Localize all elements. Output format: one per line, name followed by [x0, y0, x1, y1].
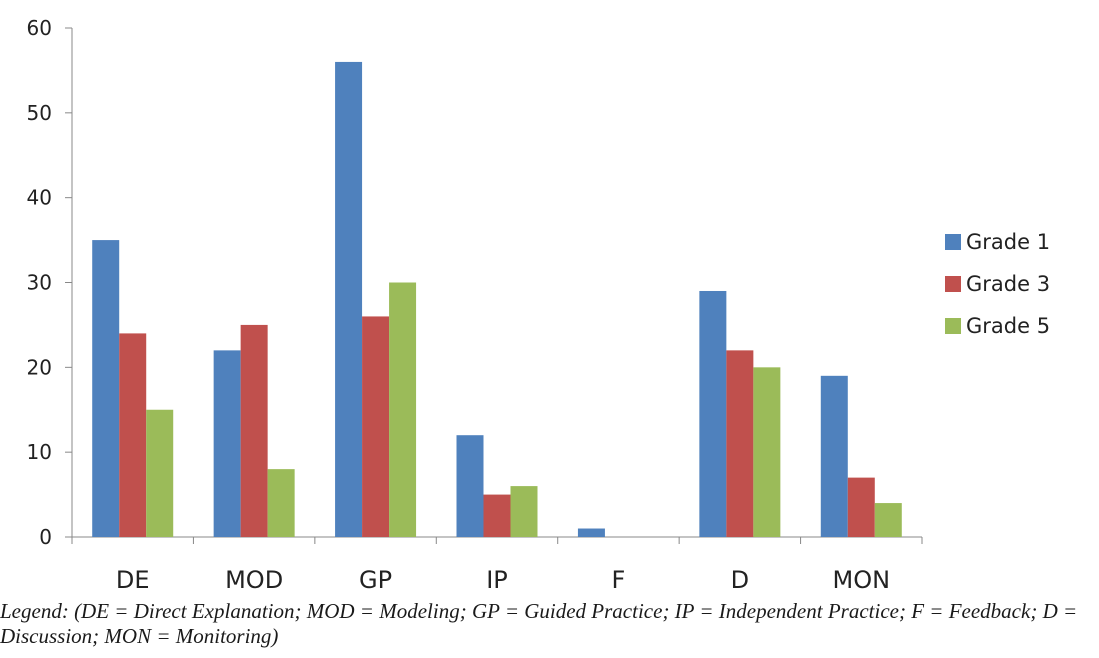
- legend-label-grade-5: Grade 5: [966, 314, 1050, 338]
- bar-grade-3-d: [726, 350, 754, 537]
- x-category-label: IP: [486, 566, 508, 594]
- bar-grade-3-ip: [483, 494, 511, 537]
- x-category-label: MON: [833, 566, 891, 594]
- bar-grade-1-de: [92, 240, 120, 538]
- bar-grade-1-mod: [213, 350, 241, 537]
- bar-grade-5-gp: [389, 282, 417, 537]
- x-category-label: MOD: [225, 566, 283, 594]
- x-category-label: DE: [116, 566, 150, 594]
- bar-grade-3-mod: [240, 324, 268, 537]
- legend-caption: Legend: (DE = Direct Explanation; MOD = …: [0, 599, 1078, 648]
- bar-grade-3-de: [119, 333, 147, 537]
- y-tick-label: 20: [27, 355, 52, 379]
- y-tick-label: 30: [27, 271, 52, 295]
- x-category-label: GP: [359, 566, 392, 594]
- legend-label-grade-1: Grade 1: [966, 230, 1050, 254]
- y-tick-label: 0: [39, 525, 52, 549]
- bar-grade-3-mon: [847, 477, 875, 537]
- bar-grade-1-ip: [456, 435, 484, 537]
- bar-grade-1-d: [699, 290, 727, 537]
- legend-swatch-grade-3: [945, 276, 961, 292]
- bar-grade-5-mon: [874, 503, 902, 537]
- x-category-label: F: [612, 566, 626, 594]
- bar-grade-1-f: [577, 528, 605, 537]
- y-tick-label: 40: [27, 186, 52, 210]
- bar-grade-1-mon: [820, 375, 848, 537]
- y-tick-label: 60: [27, 16, 52, 40]
- legend-swatch-grade-1: [945, 234, 961, 250]
- y-tick-label: 10: [27, 440, 52, 464]
- bar-grade-1-gp: [335, 61, 363, 537]
- bar-chart: 0 10 20 30 40 50 60 DE MOD GP IP F D MON Grade 1 Grade …: [27, 16, 1051, 594]
- y-tick-label: 50: [27, 101, 52, 125]
- bar-grade-3-gp: [362, 316, 390, 537]
- x-category-label: D: [731, 566, 749, 594]
- bar-grade-5-mod: [267, 469, 295, 537]
- legend-swatch-grade-5: [945, 318, 961, 334]
- legend-label-grade-3: Grade 3: [966, 272, 1050, 296]
- bar-grade-5-d: [753, 367, 781, 537]
- bar-grade-5-de: [146, 409, 174, 537]
- bar-grade-5-ip: [510, 486, 538, 537]
